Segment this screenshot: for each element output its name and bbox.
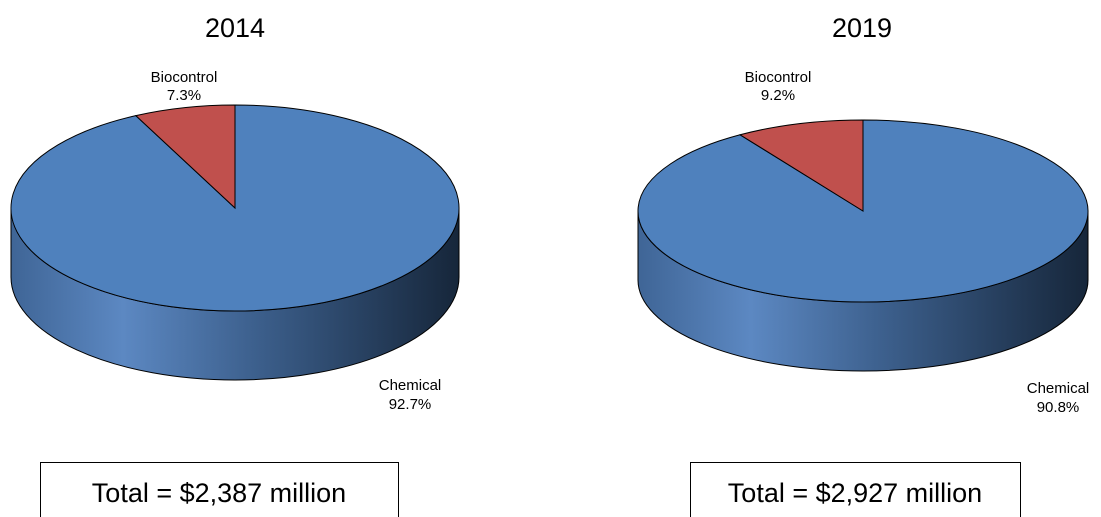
slice-percent-chemical-2014: 92.7%	[389, 396, 432, 413]
slice-percent-biocontrol-2014: 7.3%	[167, 87, 201, 104]
slice-label-chemical-2014: Chemical	[379, 377, 442, 394]
slice-percent-biocontrol-2019: 9.2%	[761, 87, 795, 104]
slice-biocontrol	[738, 119, 864, 212]
pie-chart-2014: 2014 Biocontrol 7.3% Chemical 92.7% Tota…	[10, 13, 460, 517]
pie-2014	[10, 104, 460, 381]
total-box-2014	[40, 462, 399, 517]
slice-label-chemical-2019: Chemical	[1027, 380, 1090, 397]
chart-title-2019: 2019	[832, 13, 892, 43]
pie-2019	[637, 119, 1089, 372]
total-label-2014: Total = $2,387 million	[92, 478, 346, 508]
slice-biocontrol	[134, 104, 236, 210]
pie-chart-2019: 2019 Biocontrol 9.2% Chemical 90.8% Tota…	[637, 13, 1090, 517]
chart-title-2014: 2014	[205, 13, 265, 43]
total-box-2019	[690, 462, 1021, 517]
slice-percent-chemical-2019: 90.8%	[1037, 399, 1080, 416]
total-label-2019: Total = $2,927 million	[728, 478, 982, 508]
slice-label-biocontrol-2014: Biocontrol	[151, 69, 218, 86]
slice-label-biocontrol-2019: Biocontrol	[745, 69, 812, 86]
